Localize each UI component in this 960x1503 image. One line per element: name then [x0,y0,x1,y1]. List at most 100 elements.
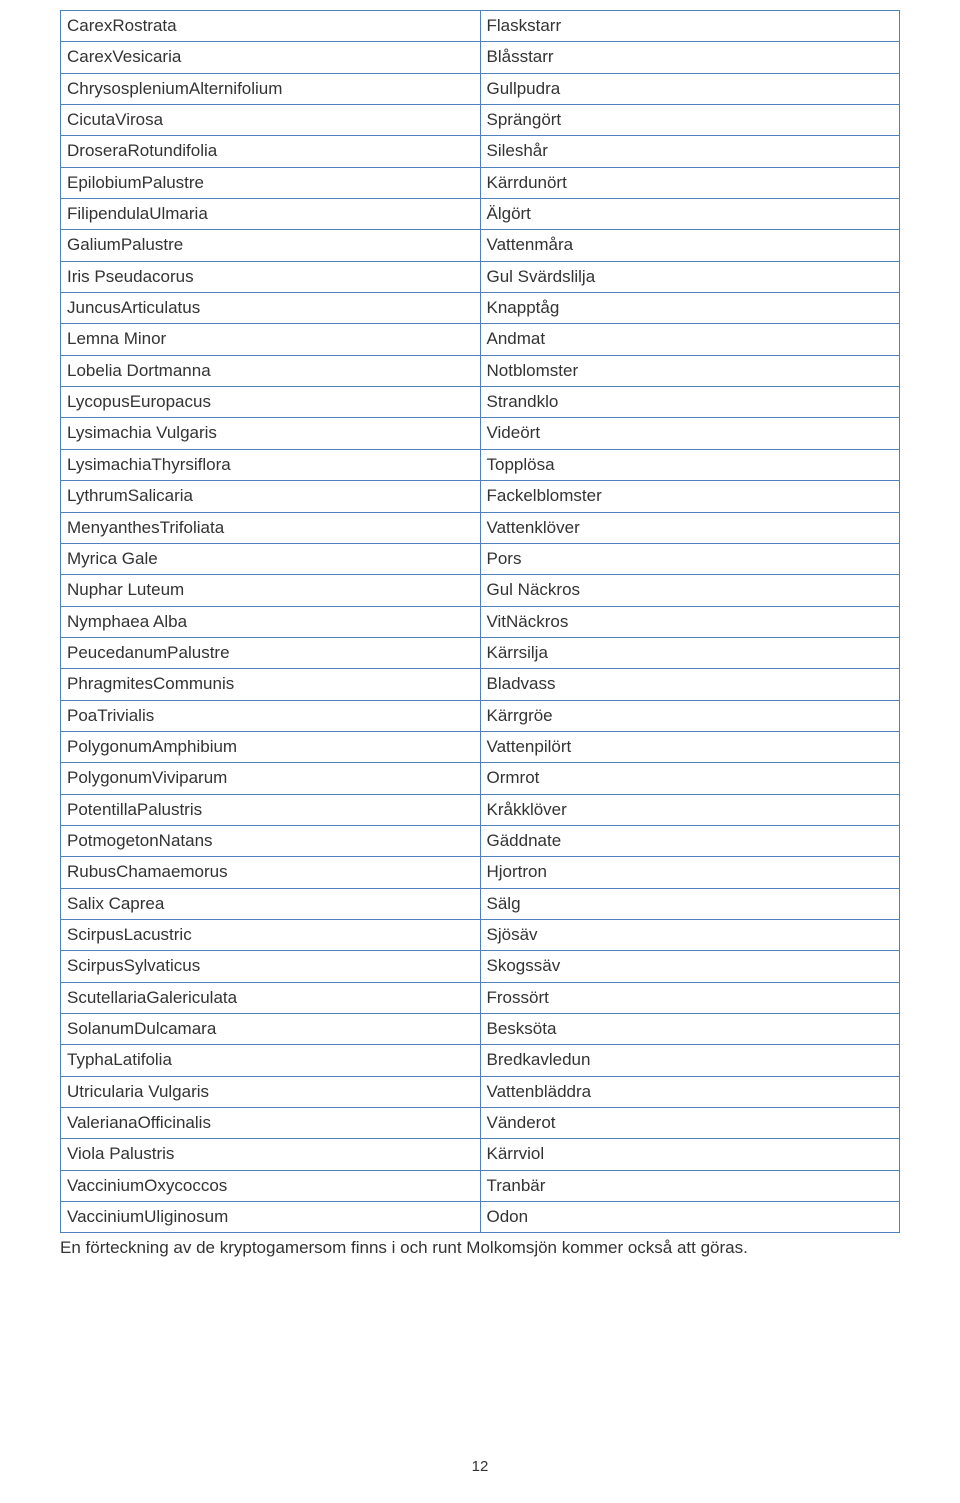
swedish-name-cell: Kärrsilja [480,637,900,668]
latin-name-cell: PotmogetonNatans [61,825,481,856]
table-row: Nuphar LuteumGul Näckros [61,575,900,606]
swedish-name-cell: Ormrot [480,763,900,794]
table-row: DroseraRotundifoliaSileshår [61,136,900,167]
latin-name-cell: PotentillaPalustris [61,794,481,825]
swedish-name-cell: Sprängört [480,105,900,136]
table-row: SolanumDulcamaraBesksöta [61,1014,900,1045]
latin-name-cell: PoaTrivialis [61,700,481,731]
latin-name-cell: CarexVesicaria [61,42,481,73]
swedish-name-cell: Älgört [480,199,900,230]
latin-name-cell: CicutaVirosa [61,105,481,136]
latin-name-cell: Nymphaea Alba [61,606,481,637]
table-row: LycopusEuropacusStrandklo [61,387,900,418]
table-row: ValerianaOfficinalisVänderot [61,1108,900,1139]
latin-name-cell: ScutellariaGalericulata [61,982,481,1013]
table-row: Salix CapreaSälg [61,888,900,919]
footnote-text: En förteckning av de kryptogamersom finn… [60,1235,900,1261]
swedish-name-cell: Pors [480,543,900,574]
table-row: ScutellariaGalericulataFrossört [61,982,900,1013]
species-table: CarexRostrataFlaskstarrCarexVesicariaBlå… [60,10,900,1233]
table-row: PotmogetonNatansGäddnate [61,825,900,856]
latin-name-cell: PolygonumViviparum [61,763,481,794]
table-row: FilipendulaUlmariaÄlgört [61,199,900,230]
latin-name-cell: LythrumSalicaria [61,481,481,512]
swedish-name-cell: VitNäckros [480,606,900,637]
swedish-name-cell: Notblomster [480,355,900,386]
table-row: PoaTrivialisKärrgröe [61,700,900,731]
swedish-name-cell: Vattenpilört [480,731,900,762]
swedish-name-cell: Vänderot [480,1108,900,1139]
swedish-name-cell: Topplösa [480,449,900,480]
swedish-name-cell: Videört [480,418,900,449]
table-row: MenyanthesTrifoliataVattenklöver [61,512,900,543]
table-row: PeucedanumPalustreKärrsilja [61,637,900,668]
latin-name-cell: LysimachiaThyrsiflora [61,449,481,480]
table-row: EpilobiumPalustreKärrdunört [61,167,900,198]
table-row: VacciniumOxycoccosTranbär [61,1170,900,1201]
latin-name-cell: EpilobiumPalustre [61,167,481,198]
latin-name-cell: SolanumDulcamara [61,1014,481,1045]
swedish-name-cell: Sjösäv [480,919,900,950]
latin-name-cell: PolygonumAmphibium [61,731,481,762]
latin-name-cell: Salix Caprea [61,888,481,919]
swedish-name-cell: Gäddnate [480,825,900,856]
swedish-name-cell: Fackelblomster [480,481,900,512]
latin-name-cell: ChrysospleniumAlternifolium [61,73,481,104]
latin-name-cell: DroseraRotundifolia [61,136,481,167]
swedish-name-cell: Knapptåg [480,293,900,324]
swedish-name-cell: Andmat [480,324,900,355]
latin-name-cell: CarexRostrata [61,11,481,42]
table-row: PotentillaPalustrisKråkklöver [61,794,900,825]
swedish-name-cell: Vattenmåra [480,230,900,261]
latin-name-cell: ScirpusSylvaticus [61,951,481,982]
latin-name-cell: Viola Palustris [61,1139,481,1170]
species-table-body: CarexRostrataFlaskstarrCarexVesicariaBlå… [61,11,900,1233]
swedish-name-cell: Gul Svärdslilja [480,261,900,292]
swedish-name-cell: Kråkklöver [480,794,900,825]
latin-name-cell: Utricularia Vulgaris [61,1076,481,1107]
swedish-name-cell: Vattenbläddra [480,1076,900,1107]
latin-name-cell: GaliumPalustre [61,230,481,261]
swedish-name-cell: Skogssäv [480,951,900,982]
latin-name-cell: TyphaLatifolia [61,1045,481,1076]
latin-name-cell: Lysimachia Vulgaris [61,418,481,449]
table-row: GaliumPalustreVattenmåra [61,230,900,261]
table-row: TyphaLatifoliaBredkavledun [61,1045,900,1076]
swedish-name-cell: Bladvass [480,669,900,700]
swedish-name-cell: Gul Näckros [480,575,900,606]
latin-name-cell: ValerianaOfficinalis [61,1108,481,1139]
swedish-name-cell: Blåsstarr [480,42,900,73]
table-row: ChrysospleniumAlternifoliumGullpudra [61,73,900,104]
document-page: CarexRostrataFlaskstarrCarexVesicariaBlå… [0,0,960,1261]
table-row: ScirpusLacustricSjösäv [61,919,900,950]
latin-name-cell: JuncusArticulatus [61,293,481,324]
table-row: Iris PseudacorusGul Svärdslilja [61,261,900,292]
table-row: Lemna MinorAndmat [61,324,900,355]
table-row: LythrumSalicariaFackelblomster [61,481,900,512]
latin-name-cell: Lemna Minor [61,324,481,355]
table-row: Lobelia DortmannaNotblomster [61,355,900,386]
latin-name-cell: Iris Pseudacorus [61,261,481,292]
swedish-name-cell: Vattenklöver [480,512,900,543]
table-row: RubusChamaemorusHjortron [61,857,900,888]
table-row: ScirpusSylvaticusSkogssäv [61,951,900,982]
swedish-name-cell: Hjortron [480,857,900,888]
table-row: PhragmitesCommunisBladvass [61,669,900,700]
table-row: Viola PalustrisKärrviol [61,1139,900,1170]
latin-name-cell: Myrica Gale [61,543,481,574]
swedish-name-cell: Bredkavledun [480,1045,900,1076]
swedish-name-cell: Kärrviol [480,1139,900,1170]
latin-name-cell: PhragmitesCommunis [61,669,481,700]
swedish-name-cell: Sälg [480,888,900,919]
latin-name-cell: FilipendulaUlmaria [61,199,481,230]
swedish-name-cell: Gullpudra [480,73,900,104]
latin-name-cell: LycopusEuropacus [61,387,481,418]
latin-name-cell: MenyanthesTrifoliata [61,512,481,543]
swedish-name-cell: Kärrgröe [480,700,900,731]
swedish-name-cell: Strandklo [480,387,900,418]
latin-name-cell: PeucedanumPalustre [61,637,481,668]
table-row: PolygonumViviparumOrmrot [61,763,900,794]
swedish-name-cell: Flaskstarr [480,11,900,42]
table-row: JuncusArticulatusKnapptåg [61,293,900,324]
table-row: PolygonumAmphibiumVattenpilört [61,731,900,762]
